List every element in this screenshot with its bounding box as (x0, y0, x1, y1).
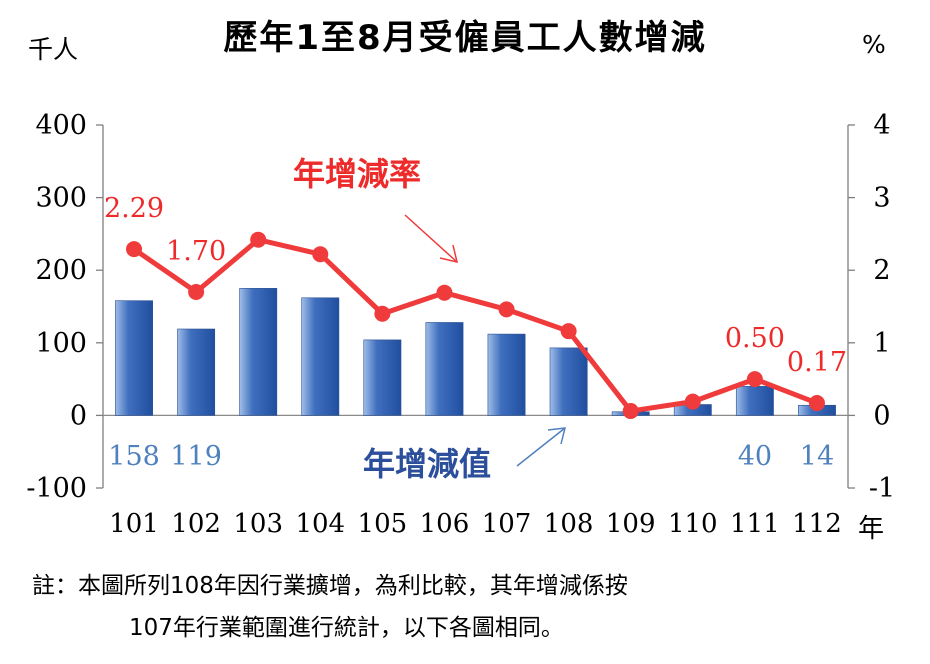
line-marker (436, 284, 453, 301)
x-axis-tick-label: 105 (358, 509, 408, 539)
x-axis-tick-label: 102 (171, 509, 221, 539)
x-axis-tick-label: 109 (606, 509, 656, 539)
x-axis-unit: 年 (858, 514, 885, 544)
line-marker (126, 241, 143, 258)
right-axis-tick-label: 3 (873, 183, 890, 214)
bar (735, 386, 774, 416)
line-marker (188, 283, 205, 300)
footnote: 註：本圖所列108年因行業擴增，為利比較，其年增減係按 107年行業範圍進行統計… (32, 565, 628, 649)
right-axis-tick-label: 4 (873, 110, 890, 141)
x-axis-tick-label: 112 (792, 509, 842, 539)
right-axis-tick-label: -1 (869, 473, 895, 504)
bar-annotation-arrowhead (547, 427, 566, 445)
footnote-line-2: 107年行業範圍進行統計，以下各圖相同。 (129, 615, 564, 641)
bar (425, 322, 464, 416)
bar-data-label: 14 (800, 441, 834, 472)
line-annotation-arrowhead (439, 244, 459, 264)
bar (487, 333, 526, 416)
bar (363, 339, 402, 416)
left-axis-tick-label: 400 (35, 110, 87, 141)
right-axis-tick-label: 2 (873, 255, 890, 286)
bar (177, 328, 216, 416)
left-axis-tick-label: 300 (35, 183, 87, 214)
footnote-line-1: 註：本圖所列108年因行業擴增，為利比較，其年增減係按 (32, 573, 628, 599)
line-marker (560, 323, 577, 340)
left-axis-unit: 千人 (28, 35, 79, 64)
x-axis-tick-label: 104 (295, 509, 345, 539)
x-axis-tick-label: 101 (109, 509, 159, 539)
x-axis-tick-label: 103 (233, 509, 283, 539)
line-marker (808, 395, 825, 412)
x-axis-tick-label: 106 (420, 509, 470, 539)
line-data-label: 0.17 (787, 347, 847, 378)
line-marker (684, 393, 701, 410)
bar (549, 347, 588, 416)
right-axis-tick-label: 1 (873, 328, 890, 359)
left-axis-tick-label: 200 (35, 255, 87, 286)
line-marker (374, 305, 391, 322)
x-axis-tick-label: 107 (482, 509, 532, 539)
line-marker (746, 371, 763, 388)
line-series (132, 237, 818, 414)
x-axis-tick-label: 111 (730, 509, 780, 539)
line-data-label: 1.70 (166, 236, 226, 267)
line-series-annotation: 年增減率 (293, 155, 421, 193)
bar (115, 300, 153, 416)
bar-series-annotation: 年增減值 (363, 445, 491, 483)
bar-annotation-arrow (516, 427, 566, 467)
line-marker (312, 246, 329, 263)
right-axis-unit: % (862, 30, 886, 59)
x-axis-tick-label: 110 (668, 509, 718, 539)
x-axis-tick-label: 108 (544, 509, 594, 539)
line-annotation-arrow (404, 214, 458, 263)
bar (301, 297, 340, 416)
line-marker (622, 403, 639, 420)
bar-data-label: 119 (170, 441, 222, 472)
line-data-label: 2.29 (104, 193, 164, 224)
left-axis-tick-label: 100 (35, 328, 87, 359)
right-axis-tick-label: 0 (873, 400, 890, 431)
chart-title: 歷年1至8月受僱員工人數增減 (223, 18, 707, 58)
bar-data-label: 158 (108, 441, 160, 472)
left-axis-tick-label: 0 (70, 400, 87, 431)
line-marker (498, 301, 515, 318)
line-data-label: 0.50 (725, 323, 785, 354)
bar (239, 288, 278, 416)
bar-data-label: 40 (738, 441, 772, 472)
left-axis-tick-label: -100 (26, 473, 87, 504)
line-marker (250, 231, 267, 248)
